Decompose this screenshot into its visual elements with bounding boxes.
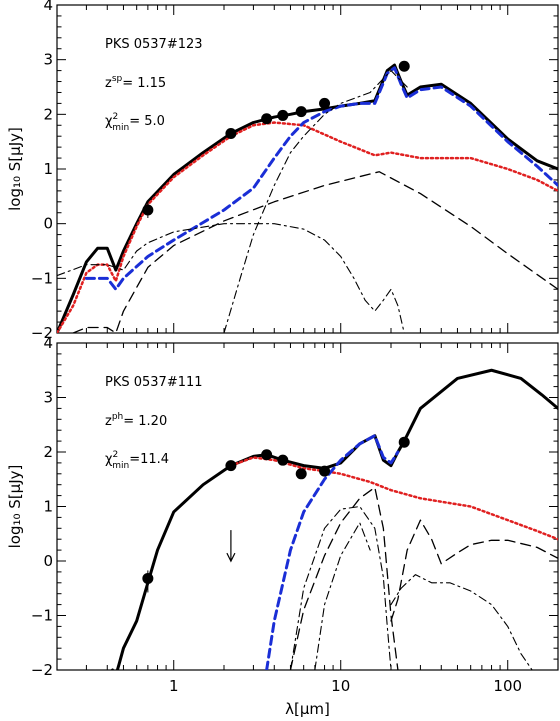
y-axis-label: log₁₀ S[μJy] [6, 465, 24, 549]
plot-frame [56, 4, 559, 334]
source-name: PKS 0537#111 [105, 375, 203, 390]
observation-point [261, 449, 273, 461]
y-tick-label: 3 [43, 389, 53, 407]
series-line-dashed-4 [390, 519, 558, 622]
series-line-dashed-3 [72, 171, 558, 333]
series-line-dashdot-6 [314, 522, 371, 670]
series-line-dashdot-4 [57, 223, 405, 333]
series-line-total-0 [57, 63, 558, 333]
series-line-total-0 [111, 368, 558, 670]
source-name: PKS 0537#123 [105, 37, 203, 52]
y-tick-label: 2 [43, 443, 53, 461]
observation-point [398, 436, 410, 448]
y-tick-label: −1 [31, 607, 53, 625]
observation-point [319, 465, 331, 477]
redshift-label: zsp= 1.15 [105, 74, 166, 91]
chi-square-label: χ2 min= 5.0 [105, 112, 165, 133]
y-tick-label: 1 [43, 160, 53, 178]
x-tick-label: 100 [493, 677, 522, 695]
y-tick-label: 3 [43, 51, 53, 69]
observation-point [225, 460, 237, 472]
observation-point [225, 127, 237, 139]
series-group [57, 63, 558, 333]
x-tick-label: 10 [331, 677, 350, 695]
y-tick-label: 4 [43, 0, 53, 14]
y-tick-label: 0 [43, 552, 53, 570]
upper-limit-arrow-head [226, 552, 236, 563]
y-tick-label: 2 [43, 105, 53, 123]
x-axis-label: λ[μm] [285, 700, 330, 718]
series-line-stellar-1 [57, 121, 558, 333]
y-axis-label: log₁₀ S[μJy] [6, 127, 24, 211]
redshift-label: zph= 1.20 [105, 412, 167, 429]
series-line-stellar-1 [229, 456, 558, 541]
panel-bottom: −2 −1 0 1 2 3 4 1 10 100 log₁₀ S[μJy] PKS 0537#111 z… [6, 334, 559, 695]
observation-point [398, 60, 410, 72]
observation-point [277, 109, 289, 121]
series-line-dashed-3 [289, 486, 399, 670]
observation-point [319, 97, 331, 109]
chi-square-label: χ2 min=11.4 [105, 450, 169, 471]
observation-point [261, 113, 273, 125]
y-tick-label: −2 [31, 661, 53, 679]
panel-top: −2 −1 0 1 2 3 4 log₁₀ S[μJy] PKS 0537#123 zsp= 1.… [6, 0, 559, 342]
y-tick-label: −2 [31, 324, 53, 342]
observation-point [277, 454, 289, 466]
series-line-agn-torus-2 [265, 434, 400, 670]
series-line-dashdot-5 [289, 505, 392, 670]
observation-point [295, 468, 307, 480]
y-tick-label: 1 [43, 498, 53, 516]
series-line-agn-torus-2 [84, 66, 558, 291]
observation-point [295, 106, 307, 118]
series-line-dashdot-7 [390, 574, 533, 670]
x-tick-label: 1 [169, 677, 179, 695]
y-tick-label: 4 [43, 334, 53, 352]
series-group [111, 368, 558, 670]
y-tick-label: −1 [31, 269, 53, 287]
y-tick-label: 0 [43, 215, 53, 233]
